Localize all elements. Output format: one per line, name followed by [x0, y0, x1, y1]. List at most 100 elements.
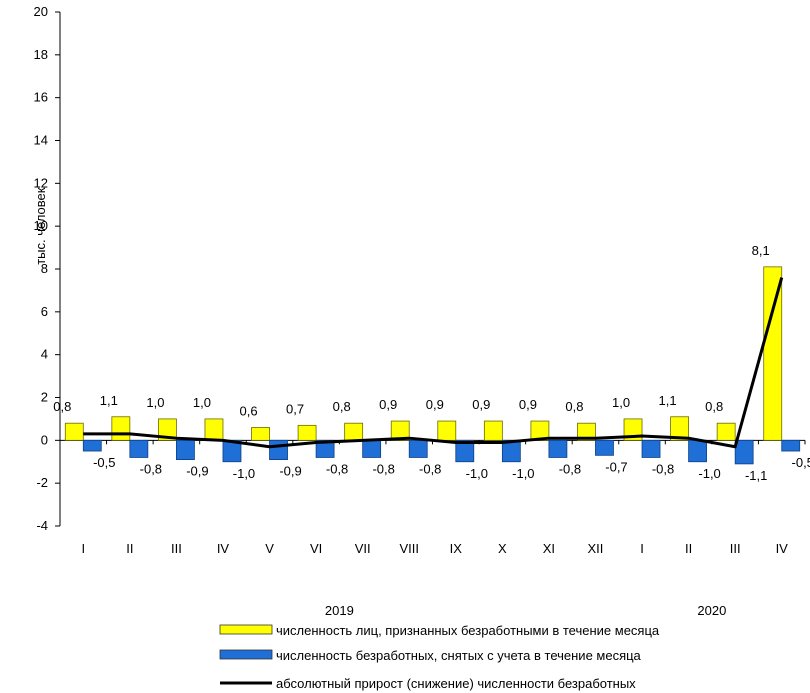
bar-registered — [158, 418, 177, 441]
y-tick-label: 8 — [41, 261, 48, 276]
y-tick-label: 20 — [34, 4, 48, 19]
bar-registered — [64, 422, 84, 441]
y-tick-label: 12 — [34, 175, 48, 190]
data-label-deregistered: -0,8 — [326, 461, 348, 476]
y-tick-label: 2 — [41, 390, 48, 405]
x-tick-label: VI — [310, 541, 322, 556]
data-label-registered: 0,8 — [333, 399, 351, 414]
bar-registered — [716, 422, 736, 441]
data-label-registered: 0,6 — [239, 403, 257, 418]
data-label-deregistered: -1,0 — [233, 466, 255, 481]
bar-deregistered — [641, 439, 661, 458]
data-label-deregistered: -0,8 — [140, 461, 162, 476]
bar-deregistered — [455, 439, 475, 463]
data-label-deregistered: -1,0 — [698, 466, 720, 481]
bar-deregistered — [781, 439, 801, 452]
y-tick-label: 16 — [34, 90, 48, 105]
bar-registered — [251, 427, 270, 441]
bar-deregistered — [408, 439, 428, 458]
data-label-registered: 1,1 — [100, 393, 118, 408]
data-label-registered: 1,0 — [193, 395, 211, 410]
y-tick-label: -2 — [36, 475, 48, 490]
data-label-deregistered: -0,5 — [792, 455, 810, 470]
data-label-deregistered: -0,7 — [605, 459, 627, 474]
data-label-registered: 0,9 — [426, 397, 444, 412]
bar-registered — [577, 422, 596, 441]
data-label-deregistered: -0,9 — [279, 464, 301, 479]
year-label: 2019 — [325, 603, 354, 618]
data-label-registered: 8,1 — [752, 243, 770, 258]
x-tick-label: I — [81, 541, 85, 556]
y-tick-label: -4 — [36, 518, 48, 533]
bar-deregistered — [548, 439, 568, 458]
bar-registered — [204, 418, 224, 441]
bar-deregistered — [82, 439, 102, 452]
bar-deregistered — [129, 439, 149, 458]
bar-registered — [763, 266, 783, 441]
y-tick-label: 6 — [41, 304, 48, 319]
x-tick-label: VIII — [399, 541, 419, 556]
data-label-deregistered: -0,8 — [372, 461, 394, 476]
bar-registered — [344, 422, 364, 441]
x-tick-label: VII — [355, 541, 371, 556]
data-label-registered: 0,9 — [379, 397, 397, 412]
bar-registered — [297, 424, 317, 441]
bar-registered — [111, 416, 131, 441]
data-labels: 0,8 1,1 1,0 1,0 0,6 0,7 0,8 0,9 0,9 0,9 0,9 0,8 1,0 1… — [53, 243, 810, 483]
growth-line — [83, 277, 784, 449]
legend-item-deregistered-swatch — [219, 649, 273, 660]
data-label-registered: 1,0 — [146, 395, 164, 410]
data-label-registered: 0,8 — [705, 399, 723, 414]
bar-registered — [437, 420, 457, 441]
bar-deregistered — [734, 439, 754, 465]
bar-deregistered — [315, 439, 335, 458]
series-line — [83, 277, 784, 449]
x-tick-label: II — [126, 541, 133, 556]
bar-deregistered — [688, 439, 707, 463]
bar-registered — [670, 416, 689, 441]
x-tick-label: XII — [588, 541, 604, 556]
data-label-registered: 0,7 — [286, 401, 304, 416]
data-label-deregistered: -0,9 — [186, 464, 208, 479]
x-tick-label: III — [171, 541, 182, 556]
legend-item-registered-label: численность лиц, признанных безработными… — [276, 623, 660, 638]
data-label-registered: 0,9 — [472, 397, 490, 412]
data-label-deregistered: -1,1 — [745, 468, 767, 483]
bar-deregistered — [176, 439, 195, 461]
x-tick-label: IV — [776, 541, 789, 556]
x-tick-label: I — [640, 541, 644, 556]
bar-registered — [483, 420, 503, 441]
y-tick-label: 0 — [41, 432, 48, 447]
legend-item-growth-label: абсолютный прирост (снижение) численност… — [276, 676, 636, 691]
x-tick-label: V — [265, 541, 274, 556]
y-tick-label: 18 — [34, 47, 48, 62]
legend-item-registered-swatch — [219, 624, 273, 635]
data-label-registered: 0,8 — [53, 399, 71, 414]
data-label-deregistered: -0,5 — [93, 455, 115, 470]
y-tick-label: 4 — [41, 347, 48, 362]
data-label-registered: 1,0 — [612, 395, 630, 410]
bar-deregistered — [269, 439, 288, 461]
data-label-deregistered: -1,0 — [512, 466, 534, 481]
y-tick-label: 10 — [34, 218, 48, 233]
x-tick-label: X — [498, 541, 507, 556]
y-tick-label: 14 — [34, 133, 48, 148]
year-label: 2020 — [697, 603, 726, 618]
x-tick-label: IV — [217, 541, 230, 556]
bars — [64, 266, 801, 465]
data-label-registered: 0,8 — [565, 399, 583, 414]
x-tick-label: II — [685, 541, 692, 556]
bar-registered — [390, 420, 410, 441]
x-tick-label: IX — [450, 541, 463, 556]
data-label-deregistered: -0,8 — [652, 461, 674, 476]
y-axis-label: тыс. человек — [33, 187, 48, 265]
bar-deregistered — [362, 439, 382, 458]
legend: численность лиц, признанных безработными… — [219, 623, 660, 691]
legend-item-deregistered-label: численность безработных, снятых с учета … — [276, 648, 642, 663]
data-label-registered: 0,9 — [519, 397, 537, 412]
data-label-deregistered: -0,8 — [559, 461, 581, 476]
data-label-registered: 1,1 — [659, 393, 677, 408]
data-label-deregistered: -0,8 — [419, 461, 441, 476]
